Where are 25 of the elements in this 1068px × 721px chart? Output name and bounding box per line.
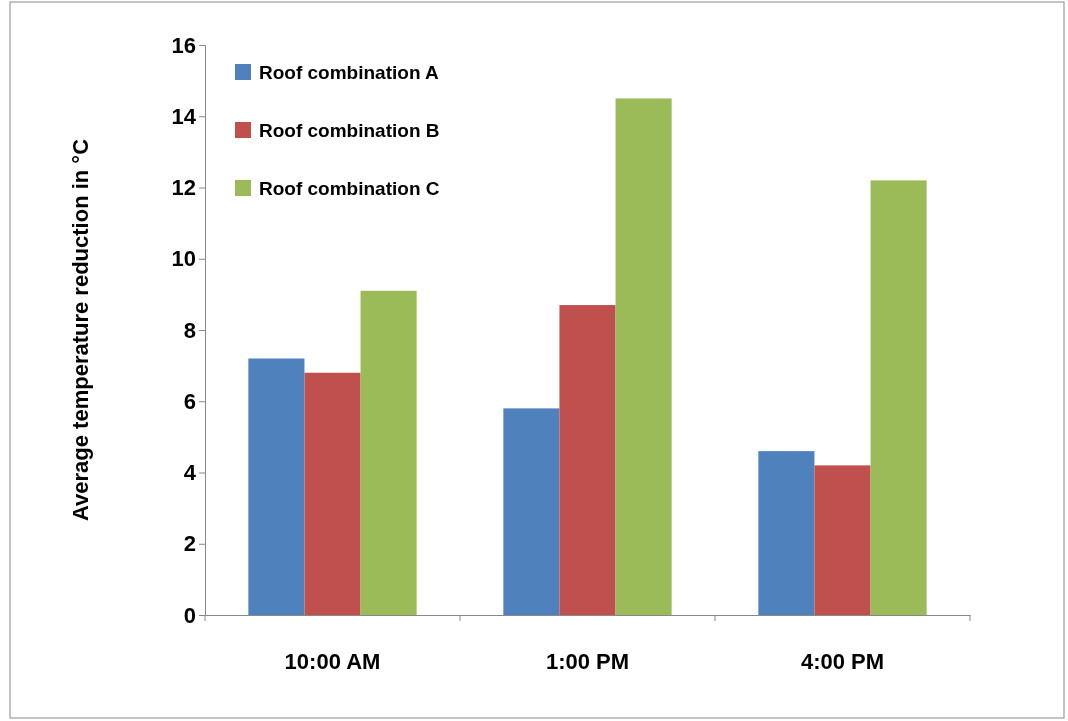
bar [503, 408, 560, 615]
bar [615, 98, 672, 615]
x-tick-label: 1:00 PM [545, 648, 630, 674]
y-tick-label: 12 [171, 175, 196, 201]
y-tick-label: 4 [183, 460, 197, 486]
y-axis-title: Average temperature reduction in °C [68, 138, 93, 522]
y-tick-label: 6 [183, 388, 196, 414]
bar [304, 372, 361, 615]
y-tick-label: 14 [171, 103, 197, 129]
y-tick-label: 16 [171, 32, 196, 58]
y-tick-label: 10 [171, 246, 196, 272]
legend-label: Roof combination A [259, 62, 440, 83]
legend-label: Roof combination C [259, 178, 440, 199]
bar [814, 465, 871, 615]
y-tick-label: 2 [183, 531, 196, 557]
y-tick-label: 8 [183, 317, 196, 343]
bar [559, 305, 616, 615]
y-tick-label: 0 [183, 602, 196, 628]
x-tick-label: 10:00 AM [284, 648, 381, 674]
bar [758, 451, 815, 615]
x-tick-label: 4:00 PM [800, 648, 885, 674]
bar [870, 180, 927, 615]
legend-label: Roof combination B [259, 120, 440, 141]
bar [360, 290, 417, 615]
bar [248, 358, 305, 615]
